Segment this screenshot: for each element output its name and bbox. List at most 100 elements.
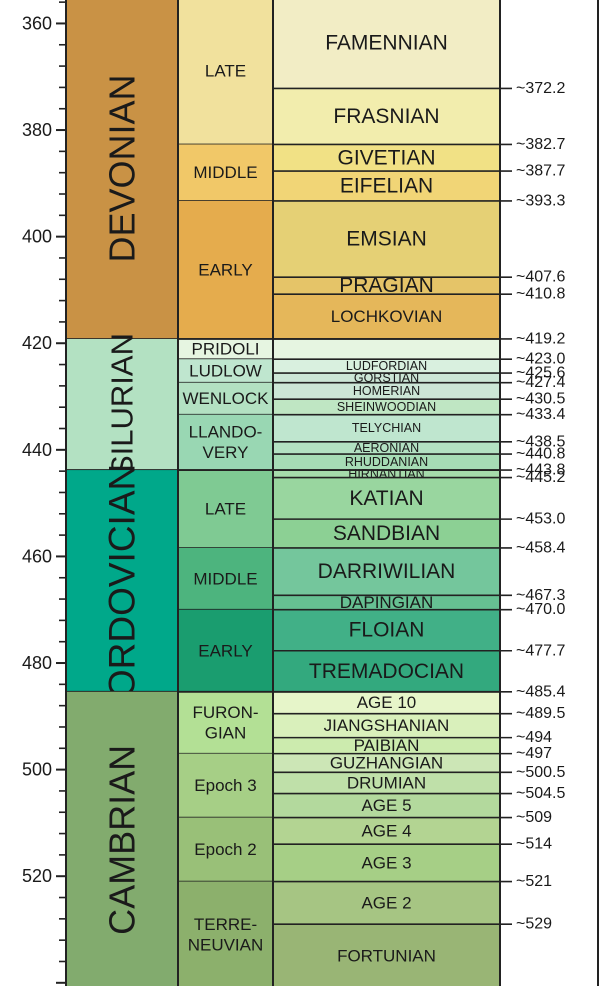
- epoch-label: Epoch 2: [194, 840, 256, 859]
- epoch-label: LATE: [205, 62, 246, 81]
- epoch-label: GIAN: [205, 723, 247, 742]
- stage-cell: [273, 817, 500, 845]
- stage-cell: [273, 470, 500, 478]
- epoch-label: LUDLOW: [189, 361, 262, 380]
- epoch-cell: [178, 0, 273, 145]
- stage-label: PRAGIAN: [339, 274, 434, 297]
- epoch-label: VERY: [203, 443, 249, 462]
- epoch-cell: [178, 382, 273, 415]
- axis-tick-label: 440: [22, 440, 52, 460]
- stage-cell: [273, 713, 500, 738]
- period-cell: [66, 470, 178, 692]
- stage-cell: [273, 519, 500, 548]
- epoch-cell: [178, 609, 273, 692]
- stage-cell: [273, 609, 500, 651]
- axis-tick-label: 380: [22, 120, 52, 140]
- epoch-cell: [178, 881, 273, 986]
- stage-cell: [273, 454, 500, 471]
- stage-label: KATIAN: [349, 487, 423, 510]
- boundary-age-label: ~387.7: [516, 163, 565, 180]
- stage-label: EMSIAN: [346, 228, 427, 251]
- stage-cell: [273, 144, 500, 172]
- boundary-age-label: ~477.7: [516, 642, 565, 659]
- boundary-age-label: ~453.0: [516, 511, 565, 528]
- stage-column: FAMENNIAN FRASNIAN GIVETIAN EIFELIAN EMSIAN P…: [273, 0, 500, 986]
- boundary-age-label: ~445.2: [516, 469, 565, 486]
- stage-cell: [273, 547, 500, 596]
- boundary-age-label: ~509: [516, 809, 552, 826]
- boundary-age-label: ~372.2: [516, 80, 565, 97]
- epoch-label: MIDDLE: [193, 569, 257, 588]
- epoch-cell: [178, 414, 273, 471]
- stage-label: AGE 4: [361, 821, 411, 840]
- boundary-age-label: ~438.5: [516, 433, 565, 450]
- boundary-lines: ~372.2 ~382.7 ~387.7 ~393.3 ~407.6~410.8 ~419…: [273, 80, 565, 933]
- boundary-age-label: ~423.0: [516, 351, 565, 368]
- stage-cell: [273, 88, 500, 145]
- epoch-label: WENLOCK: [183, 389, 270, 408]
- axis-tick-label: 480: [22, 653, 52, 673]
- epoch-cell: [178, 753, 273, 818]
- stage-label: FRASNIAN: [333, 105, 439, 128]
- stage-label: JIANGSHANIAN: [324, 716, 450, 735]
- boundary-age-label: ~443.8: [516, 462, 565, 479]
- axis-tick-label: 460: [22, 546, 52, 566]
- stage-label: SHEINWOODIAN: [337, 400, 436, 414]
- stage-cell: [273, 399, 500, 415]
- boundary-age-label: ~504.5: [516, 785, 565, 802]
- boundary-age-label: ~500.5: [516, 764, 565, 781]
- stage-label: DRUMIAN: [347, 773, 426, 792]
- stage-label: AGE 10: [357, 693, 417, 712]
- axis-tick-label: 500: [22, 760, 52, 780]
- epoch-cell: [178, 691, 273, 754]
- boundary-age-label: ~467.3: [516, 587, 565, 604]
- stage-label: AGE 5: [361, 796, 411, 815]
- stage-label: HOMERIAN: [353, 384, 420, 398]
- stage-label: FAMENNIAN: [325, 32, 448, 55]
- stage-cell: [273, 772, 500, 794]
- epoch-label: TERRE-: [194, 915, 257, 934]
- period-label: ORDOVICIAN: [102, 464, 143, 698]
- epoch-label: EARLY: [198, 641, 253, 660]
- stage-cell: [273, 844, 500, 882]
- epoch-label: Epoch 3: [194, 776, 256, 795]
- stage-cell: [273, 171, 500, 201]
- boundary-age-label: ~521: [516, 873, 552, 890]
- epoch-cell: [178, 144, 273, 201]
- stage-cell: [273, 650, 500, 692]
- stage-label: PAIBIAN: [354, 736, 420, 755]
- stage-label: DARRIWILIAN: [318, 560, 456, 583]
- period-label: DEVONIAN: [102, 74, 143, 262]
- epoch-label: FURON-: [192, 703, 258, 722]
- stage-cell: [273, 477, 500, 520]
- stage-cell: [273, 0, 500, 89]
- stage-label: LOCHKOVIAN: [331, 307, 442, 326]
- axis-tick-label: 520: [22, 866, 52, 886]
- chart-frame: [65, 0, 599, 986]
- boundary-age-label: ~489.5: [516, 705, 565, 722]
- boundary-age-label: ~427.4: [516, 374, 565, 391]
- stage-label: TELYCHIAN: [352, 421, 421, 435]
- stage-cell: [273, 691, 500, 714]
- epoch-label: MIDDLE: [193, 163, 257, 182]
- epoch-label: NEUVIAN: [188, 935, 264, 954]
- stage-label: GORSTIAN: [354, 371, 419, 385]
- period-label: CAMBRIAN: [102, 745, 143, 935]
- boundary-age-label: ~419.2: [516, 330, 565, 347]
- stage-cell: [273, 793, 500, 818]
- boundary-age-label: ~458.4: [516, 539, 565, 556]
- epoch-label: EARLY: [198, 260, 253, 279]
- axis-tick-label: 400: [22, 227, 52, 247]
- stage-cell: [273, 924, 500, 986]
- stage-cell: [273, 338, 500, 360]
- epoch-label: LATE: [205, 499, 246, 518]
- epoch-label: LLANDO-: [189, 423, 263, 442]
- boundary-age-label: ~393.3: [516, 192, 565, 209]
- stage-cell: [273, 359, 500, 374]
- stage-label: GIVETIAN: [337, 146, 435, 169]
- stage-label: RHUDDANIAN: [345, 455, 428, 469]
- boundary-age-label: ~529: [516, 916, 552, 933]
- boundary-age-label: ~485.4: [516, 683, 565, 700]
- stage-label: EIFELIAN: [340, 175, 433, 198]
- epoch-label: PRIDOLI: [191, 340, 259, 359]
